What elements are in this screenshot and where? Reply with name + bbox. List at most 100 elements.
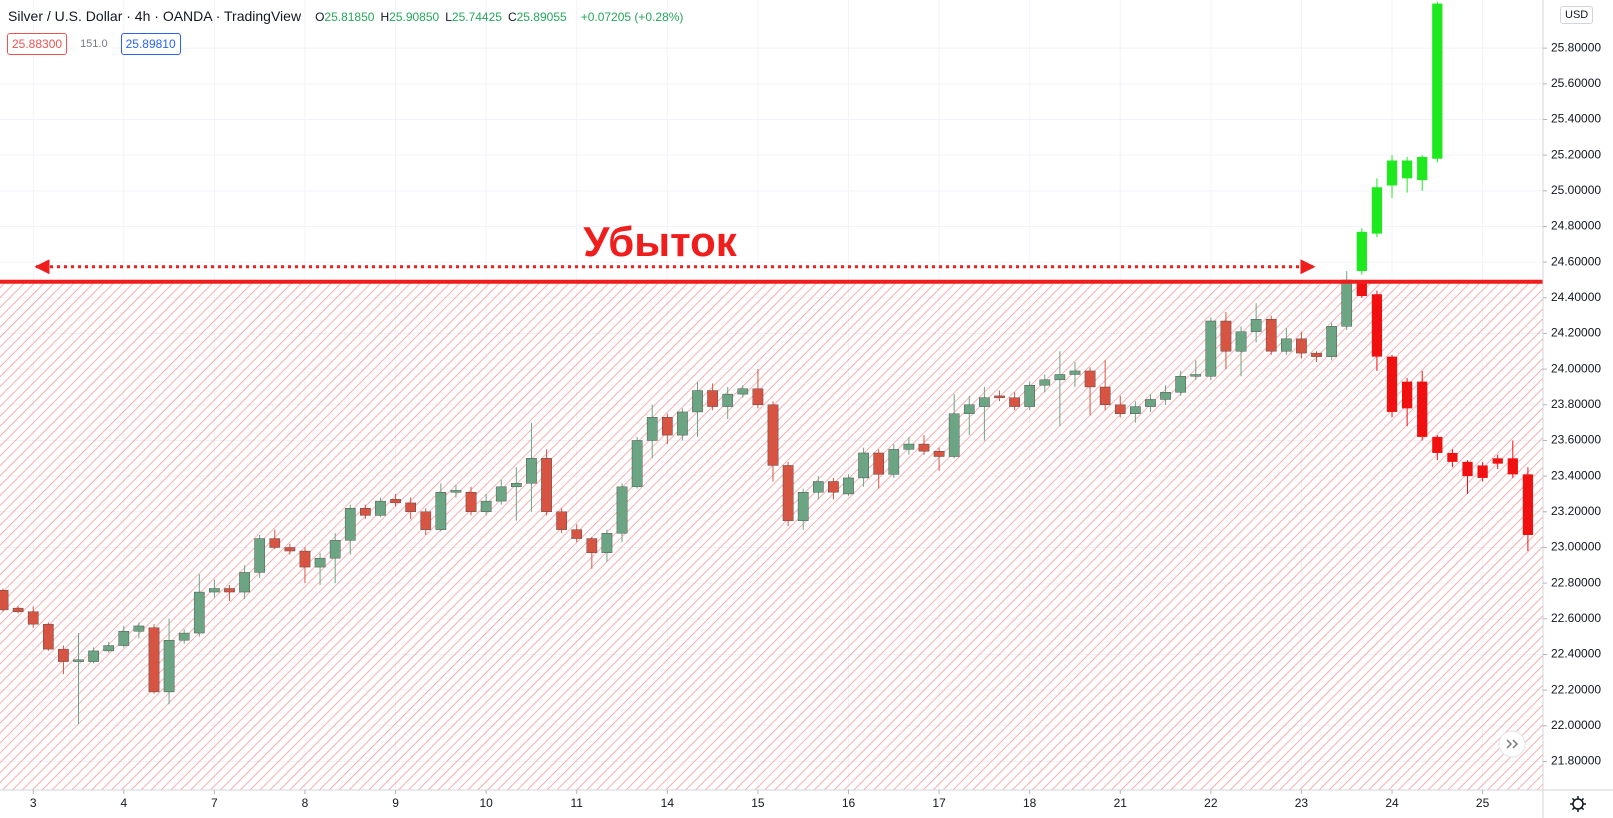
ohlc-value: 25.81850: [324, 10, 375, 24]
candle-body: [390, 499, 401, 504]
candle-body: [828, 481, 839, 493]
y-tick-label: 23.40000: [1551, 468, 1601, 482]
candle-body: [707, 390, 718, 407]
y-tick-label: 22.60000: [1551, 611, 1601, 625]
candle-body: [148, 627, 160, 693]
candle-body: [1175, 376, 1186, 393]
candle-body: [1522, 474, 1534, 535]
candle-body: [858, 452, 869, 479]
candle-body: [239, 572, 250, 593]
candle-body: [526, 458, 537, 484]
symbol-title[interactable]: Silver / U.S. Dollar · 4h · OANDA · Trad…: [8, 8, 302, 24]
x-tick-label: 3: [30, 796, 37, 810]
candle-body: [1371, 187, 1383, 234]
candle-body: [269, 538, 281, 548]
candle-body: [979, 397, 990, 407]
candle-body: [465, 491, 477, 513]
candle-body: [420, 511, 432, 530]
candle-body: [450, 490, 462, 493]
x-tick-label: 25: [1476, 796, 1490, 810]
candle-body: [435, 491, 447, 530]
ohlc-value: 25.89055: [516, 10, 567, 24]
y-tick-label: 23.80000: [1551, 397, 1601, 411]
currency-button[interactable]: USD: [1560, 6, 1594, 24]
y-tick-label: 21.80000: [1551, 754, 1601, 768]
candle-body: [209, 588, 220, 593]
candle-body: [314, 557, 326, 568]
ohlc-value: 25.90850: [389, 10, 440, 24]
candle-body: [601, 533, 613, 554]
candle-body: [1462, 461, 1473, 477]
candle-body: [193, 591, 205, 634]
candle-body: [556, 511, 567, 530]
candle-body: [1205, 320, 1217, 377]
candle-body: [12, 607, 24, 612]
candle-body: [1250, 319, 1262, 332]
candle-body: [1401, 160, 1413, 179]
y-tick-label: 25.00000: [1551, 183, 1601, 197]
candle-body: [299, 550, 311, 568]
candle-body: [103, 645, 115, 652]
candle-body: [360, 508, 371, 516]
candle-body: [1130, 406, 1141, 414]
candle-body: [1432, 3, 1443, 159]
overlay: Убыток: [0, 218, 1543, 284]
y-tick-label: 24.00000: [1551, 361, 1601, 375]
candle-body: [0, 590, 9, 611]
candle-body: [178, 632, 190, 641]
candle-body: [254, 538, 266, 573]
y-tick-label: 22.20000: [1551, 682, 1601, 696]
candle-body: [224, 588, 235, 593]
y-tick-label: 24.60000: [1551, 254, 1601, 268]
x-tick-label: 8: [302, 796, 309, 810]
candle-body: [1356, 231, 1367, 272]
ohlc-item: C25.89055: [508, 10, 567, 24]
candle-body: [918, 443, 930, 452]
candle-body: [888, 449, 900, 475]
candle-body: [1432, 436, 1443, 453]
x-tick-label: 10: [479, 796, 493, 810]
x-tick-label: 23: [1295, 796, 1309, 810]
buy-badge[interactable]: 25.89810: [120, 33, 181, 55]
candle-body: [118, 631, 130, 646]
y-tick-label: 23.60000: [1551, 433, 1601, 447]
y-tick-label: 22.00000: [1551, 718, 1601, 732]
candle-body: [1371, 294, 1383, 357]
ohlc-key: H: [380, 10, 390, 24]
candles: [0, 1, 1534, 725]
y-tick-label: 22.80000: [1551, 575, 1601, 589]
scroll-button[interactable]: [1498, 730, 1526, 758]
candle-body: [1386, 356, 1398, 412]
y-tick-label: 22.40000: [1551, 647, 1601, 661]
candle-body: [737, 388, 749, 395]
settings-button[interactable]: [1570, 796, 1586, 812]
candle-body: [873, 452, 885, 475]
sell-badge[interactable]: 25.88300: [7, 33, 68, 55]
candle-body: [27, 611, 39, 625]
candle-body: [1401, 381, 1413, 409]
x-tick-label: 14: [661, 796, 675, 810]
ohlc-key: O: [315, 10, 325, 24]
candle-body: [1417, 156, 1428, 181]
candle-body: [1039, 379, 1051, 386]
settings-rays: [1570, 796, 1586, 812]
candle-body: [480, 500, 492, 513]
ohlc-item: H25.90850: [380, 10, 439, 24]
candle-body: [375, 500, 386, 516]
y-tick-label: 25.80000: [1551, 40, 1601, 54]
candle-body: [1069, 370, 1081, 375]
candle-body: [677, 411, 688, 436]
y-tick-label: 23.20000: [1551, 504, 1601, 518]
x-tick-label: 22: [1204, 796, 1218, 810]
candle-body: [631, 440, 643, 488]
candle-body: [722, 393, 734, 407]
x-tick-label: 7: [211, 796, 218, 810]
candle-body: [1190, 374, 1202, 377]
x-tick-label: 9: [392, 796, 399, 810]
candle-body: [782, 465, 794, 521]
candle-body: [586, 538, 598, 554]
ohlc-key: L: [445, 10, 452, 24]
